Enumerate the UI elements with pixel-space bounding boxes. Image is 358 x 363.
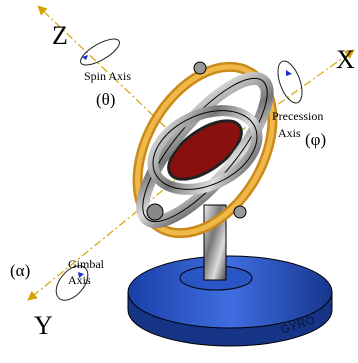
spin-axis-symbol: (θ) xyxy=(96,90,115,109)
precession-axis-label: Precession xyxy=(272,109,323,123)
gyroscope xyxy=(110,43,300,257)
z-axis-label: Z xyxy=(52,21,68,50)
gyroscope-diagram: GYRO Z X Y Spin Axis (θ) Precession Axis… xyxy=(0,0,358,363)
y-axis-label: Y xyxy=(34,311,53,340)
gimbal-axis-label: Gimbal xyxy=(68,257,105,271)
precession-axis-label: Axis xyxy=(278,126,301,140)
gimbal-axis-symbol: (α) xyxy=(10,261,30,280)
precession-axis-symbol: (φ) xyxy=(305,130,326,149)
spin-axis-label: Spin Axis xyxy=(84,69,131,83)
gimbal-axis-label: Axis xyxy=(68,273,91,287)
x-axis-label: X xyxy=(336,45,355,74)
